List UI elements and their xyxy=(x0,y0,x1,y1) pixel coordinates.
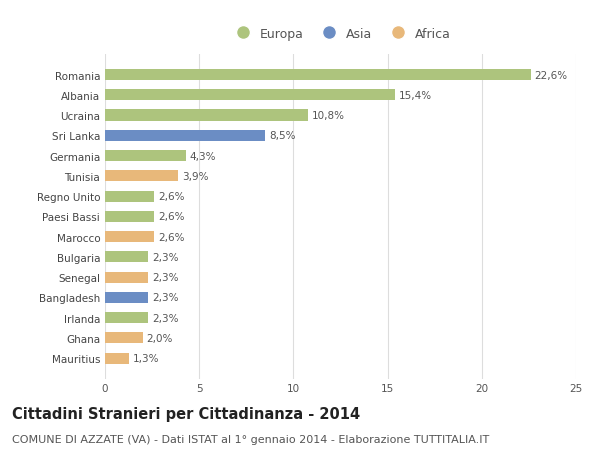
Text: Cittadini Stranieri per Cittadinanza - 2014: Cittadini Stranieri per Cittadinanza - 2… xyxy=(12,406,360,421)
Text: 10,8%: 10,8% xyxy=(312,111,345,121)
Legend: Europa, Asia, Africa: Europa, Asia, Africa xyxy=(225,22,456,45)
Bar xyxy=(105,231,154,243)
Text: 2,3%: 2,3% xyxy=(152,293,179,303)
Bar xyxy=(105,110,308,121)
Text: 2,3%: 2,3% xyxy=(152,313,179,323)
Bar xyxy=(105,151,186,162)
Text: 2,6%: 2,6% xyxy=(158,212,184,222)
Bar xyxy=(105,191,154,202)
Bar xyxy=(105,90,395,101)
Text: 4,3%: 4,3% xyxy=(190,151,216,161)
Bar xyxy=(105,171,178,182)
Bar xyxy=(105,333,143,344)
Bar xyxy=(105,292,148,303)
Text: 8,5%: 8,5% xyxy=(269,131,295,141)
Text: 2,6%: 2,6% xyxy=(158,192,184,202)
Text: 22,6%: 22,6% xyxy=(535,70,568,80)
Text: 2,0%: 2,0% xyxy=(146,333,173,343)
Bar xyxy=(105,353,130,364)
Bar xyxy=(105,252,148,263)
Text: 2,3%: 2,3% xyxy=(152,252,179,262)
Bar xyxy=(105,130,265,141)
Bar xyxy=(105,211,154,223)
Bar xyxy=(105,313,148,324)
Text: 15,4%: 15,4% xyxy=(399,90,432,101)
Bar xyxy=(105,272,148,283)
Bar xyxy=(105,70,531,81)
Text: COMUNE DI AZZATE (VA) - Dati ISTAT al 1° gennaio 2014 - Elaborazione TUTTITALIA.: COMUNE DI AZZATE (VA) - Dati ISTAT al 1°… xyxy=(12,434,489,444)
Text: 2,6%: 2,6% xyxy=(158,232,184,242)
Text: 1,3%: 1,3% xyxy=(133,353,160,364)
Text: 2,3%: 2,3% xyxy=(152,273,179,283)
Text: 3,9%: 3,9% xyxy=(182,172,209,181)
